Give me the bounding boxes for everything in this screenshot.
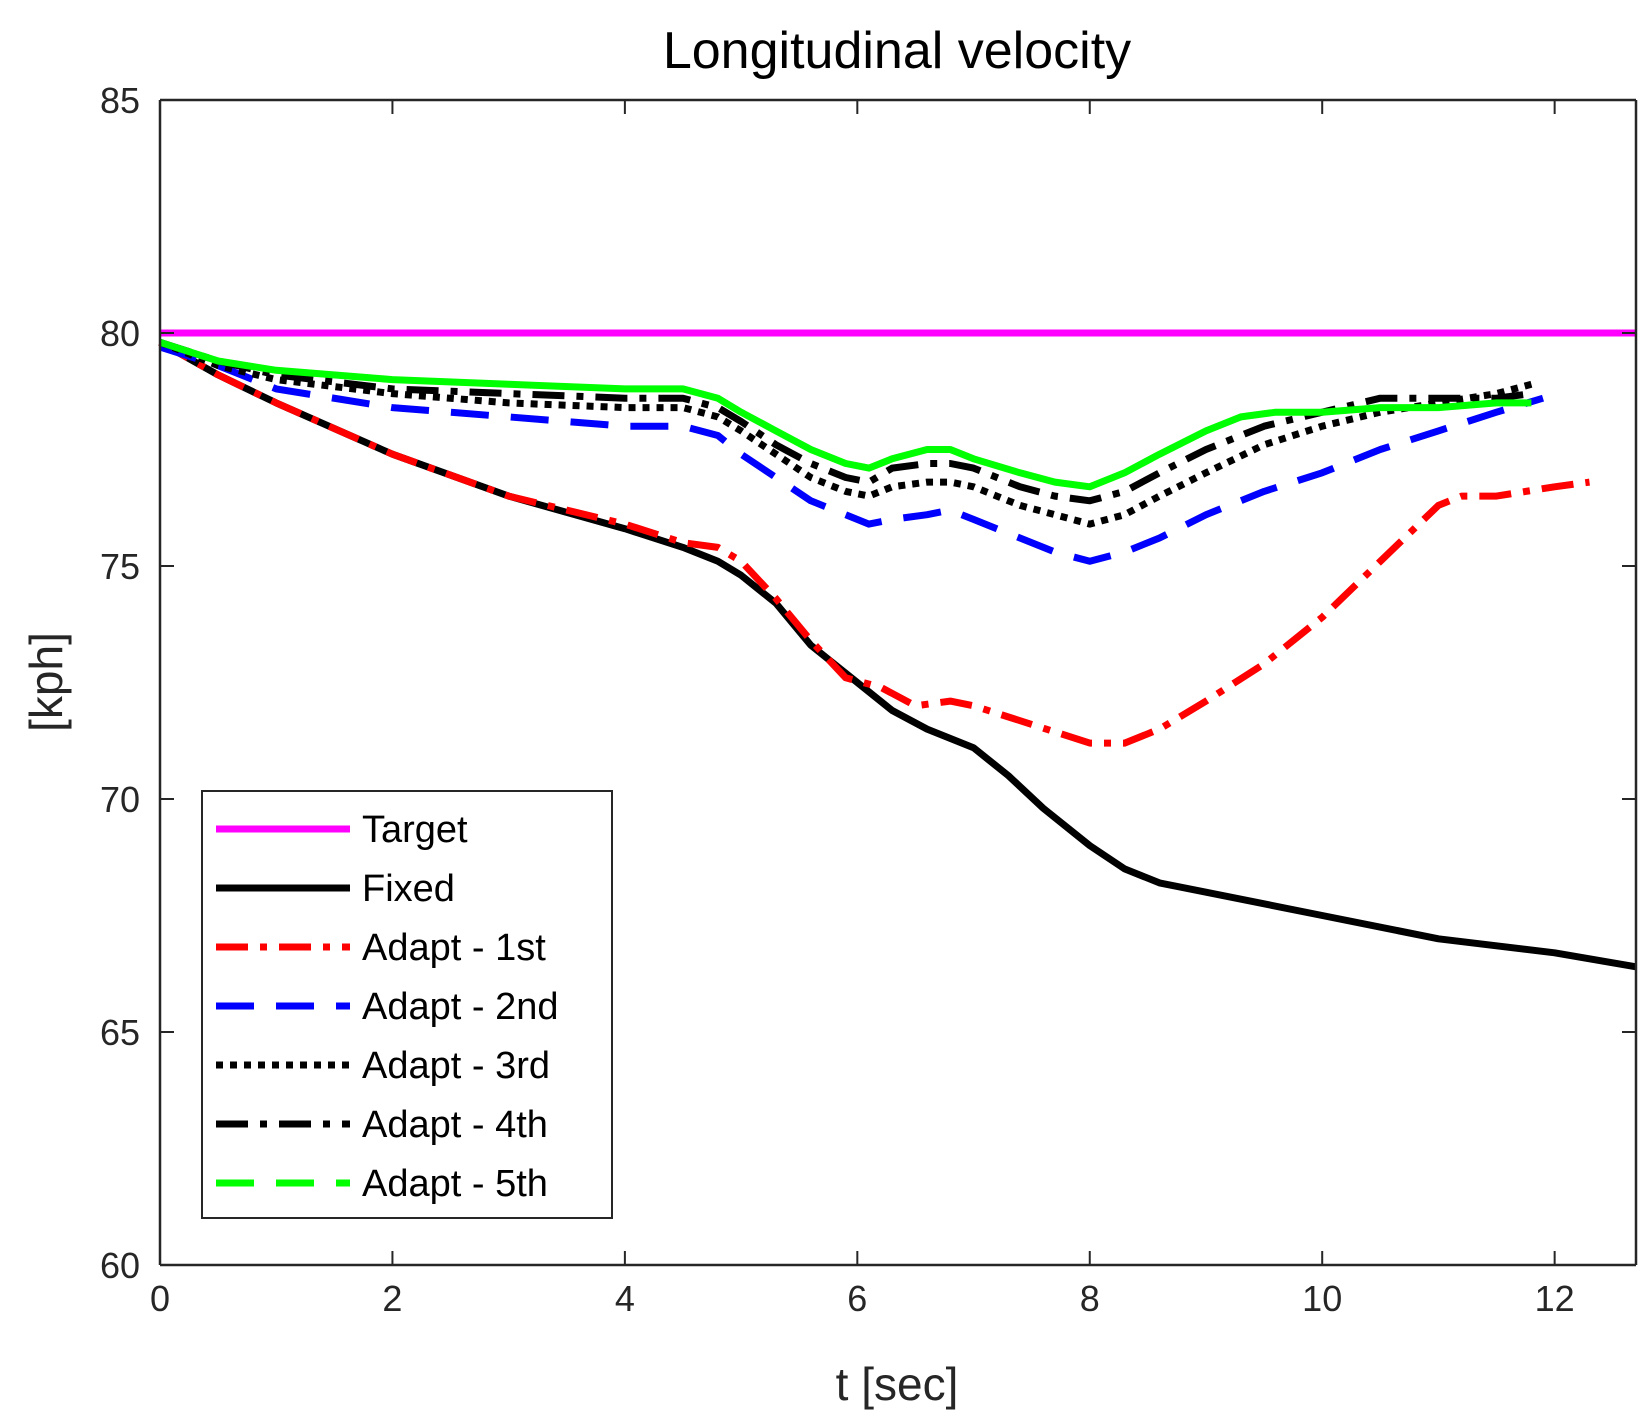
series-line-adapt-2nd: [158, 343, 1545, 565]
y-tick-label: 65: [100, 1012, 140, 1053]
y-axis-title: [kph]: [20, 632, 72, 732]
legend-label: Adapt - 5th: [362, 1163, 548, 1205]
y-tick-label: 75: [100, 546, 140, 587]
x-tick-label: 12: [1535, 1278, 1575, 1319]
legend-label: Adapt - 4th: [362, 1104, 548, 1146]
y-tick-label: 85: [100, 80, 140, 121]
series-line-adapt-3rd: [158, 339, 1533, 528]
y-tick-label: 60: [100, 1245, 140, 1286]
y-tick-label: 80: [100, 313, 140, 354]
x-tick-label: 0: [150, 1278, 170, 1319]
legend-label: Adapt - 3rd: [362, 1045, 550, 1087]
legend-label: Adapt - 2nd: [362, 986, 558, 1028]
series-layer: [158, 329, 1637, 971]
legend-label: Adapt - 1st: [362, 927, 546, 969]
legend-box: [201, 790, 613, 1219]
series-line-adapt-1st: [158, 339, 1590, 747]
series-line-adapt-5th: [158, 338, 1532, 491]
x-tick-label: 8: [1080, 1278, 1100, 1319]
chart-title: Longitudinal velocity: [663, 22, 1131, 80]
y-tick-label: 70: [100, 779, 140, 820]
x-tick-label: 6: [847, 1278, 867, 1319]
x-tick-label: 2: [382, 1278, 402, 1319]
x-axis-title: t [sec]: [836, 1358, 959, 1410]
legend-label: Target: [362, 809, 468, 851]
legend: Target Fixed Adapt - 1st Adapt - 2nd Adapt -…: [201, 790, 613, 1219]
ticks-layer: 0 2 4 6 8 10 12 60 65 70 75 80 85: [100, 80, 1636, 1319]
legend-label: Fixed: [362, 868, 455, 910]
x-tick-label: 4: [615, 1278, 635, 1319]
x-tick-label: 10: [1302, 1278, 1342, 1319]
axes-frame: [158, 98, 1638, 1267]
